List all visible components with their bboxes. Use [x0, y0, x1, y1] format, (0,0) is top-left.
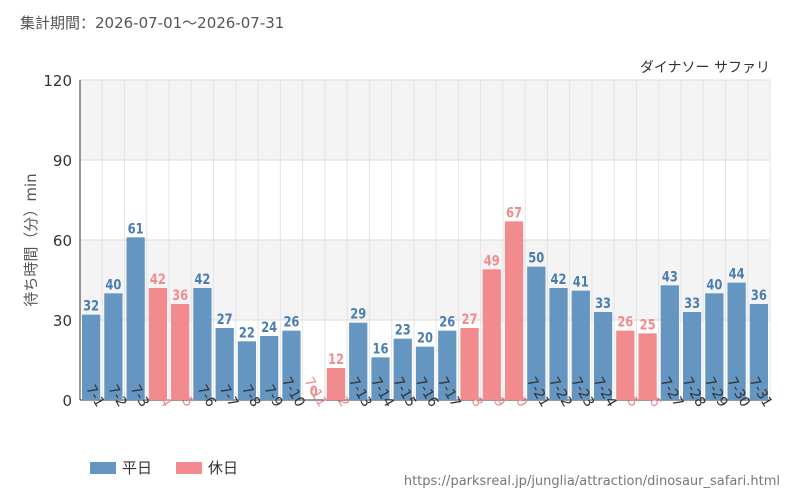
bar-7-5: [171, 304, 190, 400]
value-label-7-2: 40: [105, 277, 121, 293]
bar-7-13: [349, 322, 368, 400]
value-label-7-15: 23: [395, 323, 411, 339]
bar-7-10: [282, 330, 301, 400]
legend-item-holiday: 休日: [176, 457, 238, 478]
value-label-7-21: 50: [528, 251, 544, 267]
value-label-7-17: 26: [439, 315, 455, 331]
value-label-7-1: 32: [83, 299, 99, 315]
bar-7-9: [260, 336, 279, 400]
bar-7-29: [705, 293, 724, 400]
y-tick-label: 120: [43, 72, 72, 90]
value-label-7-24: 33: [595, 296, 611, 312]
value-label-7-25: 26: [617, 315, 633, 331]
value-label-7-3: 61: [128, 221, 144, 237]
bar-7-4: [148, 288, 168, 400]
value-label-7-5: 36: [172, 288, 188, 304]
legend-swatch-holiday: [176, 461, 203, 474]
value-label-7-8: 22: [239, 325, 255, 341]
legend-swatch-weekday: [90, 461, 116, 474]
value-label-7-22: 42: [551, 272, 567, 288]
bar-7-14: [371, 357, 390, 400]
value-label-7-18: 27: [462, 312, 478, 328]
value-label-7-16: 20: [417, 331, 433, 347]
value-label-7-12: 12: [328, 352, 344, 368]
bar-7-15: [393, 338, 412, 400]
source-url: https://parksreal.jp/junglia/attraction/…: [403, 474, 780, 489]
legend: 平日 休日: [90, 457, 262, 478]
value-label-7-11: 0: [310, 384, 318, 400]
value-label-7-26: 25: [640, 317, 656, 333]
bar-7-28: [682, 312, 702, 400]
chart-title: ダイナソー サファリ: [640, 60, 770, 76]
legend-label-weekday: 平日: [122, 459, 153, 477]
y-tick-label: 0: [62, 392, 72, 410]
bar-7-18: [460, 328, 479, 400]
bar-7-23: [571, 290, 590, 400]
bar-7-8: [237, 341, 257, 400]
bar-7-7: [215, 328, 234, 400]
value-label-7-7: 27: [217, 312, 233, 328]
bar-7-26: [638, 333, 657, 400]
bar-7-20: [504, 221, 524, 400]
legend-item-weekday: 平日: [90, 457, 152, 478]
y-tick-label: 90: [53, 152, 72, 170]
value-label-7-13: 29: [350, 307, 366, 323]
value-label-7-9: 24: [261, 320, 277, 336]
y-tick-label: 30: [53, 312, 72, 330]
y-tick-label: 60: [53, 232, 72, 250]
bar-7-2: [104, 293, 123, 400]
legend-label-holiday: 休日: [208, 459, 239, 477]
value-label-7-19: 49: [484, 253, 500, 269]
value-label-7-23: 41: [573, 275, 589, 291]
value-label-7-4: 42: [150, 272, 166, 288]
value-label-7-10: 26: [283, 315, 299, 331]
bar-7-16: [415, 346, 435, 400]
bar-7-30: [727, 282, 746, 400]
value-label-7-6: 42: [194, 272, 210, 288]
y-axis-label: 待ち時間（分）min: [22, 173, 40, 306]
bar-7-1: [82, 314, 101, 400]
period-text: 集計期間：2026-07-01〜2026-07-31: [20, 14, 285, 32]
bar-7-31: [749, 304, 768, 400]
bar-7-25: [616, 330, 635, 400]
bar-7-21: [527, 266, 546, 400]
bar-7-22: [549, 288, 568, 400]
value-label-7-29: 40: [706, 277, 722, 293]
grid-band: [80, 160, 770, 240]
bar-7-27: [660, 285, 679, 400]
bar-7-12: [326, 368, 346, 400]
bar-7-3: [126, 237, 145, 400]
bar-7-19: [482, 269, 501, 400]
bar-7-17: [438, 330, 457, 400]
value-label-7-31: 36: [751, 288, 767, 304]
value-label-7-14: 16: [372, 341, 388, 357]
value-label-7-20: 67: [506, 205, 522, 221]
value-label-7-27: 43: [662, 269, 678, 285]
grid-band: [80, 80, 770, 160]
bar-7-6: [193, 288, 212, 400]
value-label-7-28: 33: [684, 296, 700, 312]
value-label-7-30: 44: [729, 267, 745, 283]
bar-7-24: [593, 312, 613, 400]
